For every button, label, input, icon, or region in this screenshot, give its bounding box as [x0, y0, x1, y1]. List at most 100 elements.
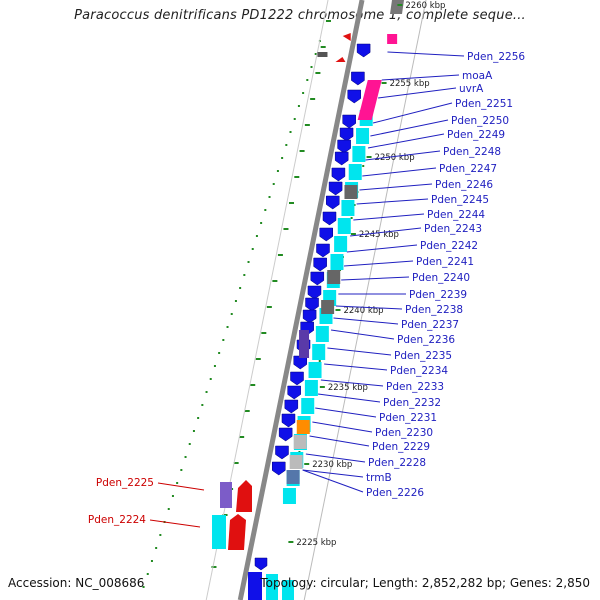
leader-line: [327, 347, 392, 356]
blue-gene-arrow: [325, 195, 340, 210]
leader-line: [365, 150, 441, 161]
tick-dash: [277, 254, 283, 256]
blue-gene-arrow: [331, 167, 346, 182]
tick-dot: [247, 261, 250, 263]
blue-gene-arrow: [313, 257, 327, 272]
leader-line: [335, 305, 403, 310]
red-gene-2224: [228, 514, 246, 550]
gene-label: Pden_2237: [401, 319, 459, 331]
tick-dot: [264, 209, 267, 211]
leader-line: [381, 74, 460, 81]
leader-line: [356, 198, 429, 205]
tick-dot: [297, 105, 300, 107]
inner-track-line: [303, 0, 427, 600]
gene-label: Pden_2246: [435, 179, 493, 191]
scale-label: 2260 kbp: [405, 1, 445, 11]
tick-dot: [293, 118, 296, 120]
tick-dot: [176, 482, 179, 484]
leader-line: [341, 276, 410, 281]
tick-dot: [197, 417, 200, 419]
leader-line: [309, 435, 370, 447]
cyan-gene-block: [352, 146, 366, 162]
leader-line: [372, 102, 453, 124]
scale-label: 2235 kbp: [328, 383, 368, 393]
gene-label: Pden_2235: [394, 350, 452, 362]
gene-label: Pden_2239: [409, 289, 467, 301]
tick-dot: [150, 560, 153, 562]
gene-label: Pden_2247: [439, 163, 497, 175]
grey-gene-block: [317, 52, 328, 57]
cyan-gene-block: [312, 344, 326, 360]
tick-dot: [155, 547, 158, 549]
gene-label: Pden_2234: [390, 365, 448, 377]
cyan-gene-block: [308, 362, 322, 378]
cyan-gene-block: [304, 380, 318, 396]
leader-line: [157, 482, 205, 491]
tick-dot: [276, 170, 279, 172]
tick-dot: [180, 469, 183, 471]
tick-dot: [302, 92, 305, 94]
tick-dash: [320, 46, 326, 48]
tick-dot: [188, 443, 191, 445]
tick-dash: [244, 410, 250, 412]
cyan-gene-block: [334, 236, 348, 252]
gene-label: Pden_2233: [386, 381, 444, 393]
tick-dot: [184, 456, 187, 458]
gene-label: Pden_2232: [383, 397, 441, 409]
blue-gene-arrow: [337, 139, 351, 154]
cyan-gene-block: [282, 488, 296, 504]
gene-label: Pden_2236: [397, 334, 455, 346]
leader-line: [302, 469, 364, 493]
blue-gene-arrow: [356, 43, 371, 58]
leader-line: [305, 453, 366, 463]
cyan-gene-block: [330, 254, 344, 270]
tick-dot: [226, 326, 229, 328]
leader-line: [149, 519, 201, 528]
magenta-small-block: [387, 34, 398, 44]
blue-gene-arrow: [351, 71, 365, 86]
tick-dash: [266, 306, 272, 308]
tick-dash: [272, 280, 278, 282]
backbone-line: [237, 0, 365, 600]
tick-dot: [362, 165, 365, 167]
tick-dot: [209, 378, 212, 380]
red-gene-arrow: [342, 33, 351, 41]
gene-label: trmB: [366, 472, 392, 484]
tick-dash: [255, 358, 261, 360]
gene-label: Pden_2230: [375, 427, 433, 439]
cyan-gene-block: [337, 218, 351, 234]
special-gene-block: [293, 435, 307, 449]
tick-dot: [142, 586, 145, 588]
blue-gene-arrow: [275, 445, 289, 460]
tick-dash: [289, 202, 295, 204]
grey-gene-block: [390, 0, 404, 14]
tick-dot: [213, 365, 216, 367]
tick-dash: [239, 436, 245, 438]
gene-label: Pden_2243: [424, 223, 482, 235]
blue-gene-arrow: [284, 399, 299, 414]
tick-dot: [285, 144, 288, 146]
leader-line: [387, 51, 465, 57]
tick-dot: [306, 79, 309, 81]
red-gene-2225: [236, 480, 252, 512]
gene-label: uvrA: [459, 83, 484, 95]
tick-dot: [289, 131, 292, 133]
tick-dash: [299, 150, 305, 152]
map-title: Paracoccus denitrificans PD1222 chromoso…: [74, 8, 526, 23]
tick-dot: [251, 248, 254, 250]
special-gene-block: [344, 185, 358, 199]
accession-label: Accession: NC_008686: [8, 576, 145, 590]
leader-line: [353, 213, 425, 221]
tick-dot: [146, 573, 149, 575]
special-gene-block: [289, 455, 303, 469]
tick-dash: [250, 384, 256, 386]
blue-gene-arrow: [334, 151, 349, 166]
blue-gene-arrow: [302, 309, 317, 324]
scale-label: 2225 kbp: [296, 538, 336, 548]
tick-dot: [260, 222, 263, 224]
gene-features-layer: [212, 0, 404, 600]
leader-line: [324, 363, 388, 371]
leader-line: [320, 379, 384, 387]
gene-label: Pden_2248: [443, 146, 501, 158]
special-gene-block: [327, 270, 341, 284]
